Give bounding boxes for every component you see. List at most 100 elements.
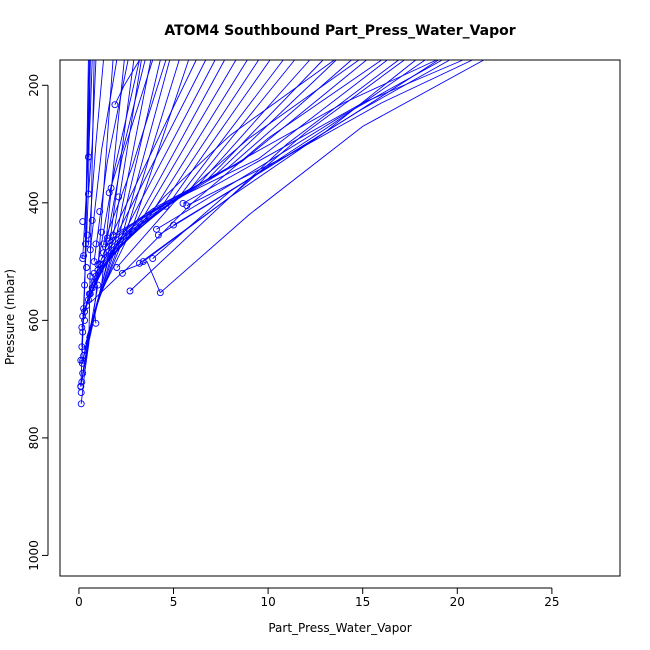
chart-title: ATOM4 Southbound Part_Press_Water_Vapor	[164, 23, 515, 39]
data-point-63	[94, 281, 102, 289]
series-line-37	[82, 59, 91, 259]
series-line-39	[87, 59, 97, 195]
data-point-50	[118, 269, 126, 277]
y-tick-label-600: 600	[27, 309, 41, 332]
y-axis-label: Pressure (mbar)	[3, 269, 17, 365]
series-line-18	[93, 59, 271, 283]
series-line-29	[89, 59, 118, 250]
data-point-54	[82, 240, 89, 248]
series-line-56	[93, 285, 99, 324]
data-point-57	[88, 216, 96, 224]
data-point-25	[81, 281, 89, 289]
data-point-39	[156, 289, 164, 297]
data-point-6	[79, 356, 87, 364]
data-point-24	[109, 231, 117, 239]
data-point-31	[100, 240, 107, 248]
x-tick-label-20: 20	[450, 595, 465, 609]
x-axis-label: Part_Press_Water_Vapor	[268, 621, 411, 635]
data-point-27	[86, 246, 94, 254]
series-line-30	[93, 59, 129, 262]
series-line-23	[103, 59, 337, 254]
series-line-20	[97, 59, 295, 271]
data-point-60	[83, 264, 90, 271]
data-point-52	[92, 319, 100, 327]
series-line-26	[112, 59, 388, 236]
data-point-21	[100, 249, 107, 257]
series-line-40	[108, 59, 146, 193]
series-line-28	[87, 59, 104, 244]
y-tick-label-1000: 1000	[27, 540, 41, 571]
data-point-43	[170, 221, 177, 229]
series-line-48	[158, 59, 439, 236]
data-point-72	[80, 305, 88, 313]
series-lines	[80, 59, 485, 404]
data-point-66	[98, 228, 106, 236]
series-line-32	[106, 59, 154, 239]
data-point-19	[96, 261, 104, 268]
data-point-32	[111, 101, 119, 109]
series-line-22	[101, 59, 324, 259]
data-points	[77, 101, 191, 408]
series-line-55	[112, 59, 335, 256]
data-point-46	[139, 258, 147, 266]
series-line-42	[160, 59, 485, 294]
series-line-10	[86, 59, 190, 339]
x-tick-label-15: 15	[355, 595, 370, 609]
data-point-3	[78, 378, 86, 386]
data-point-62	[90, 269, 98, 277]
plot-frame	[59, 59, 621, 577]
series-line-43	[182, 59, 464, 204]
x-tick-label-10: 10	[260, 595, 275, 609]
data-point-9	[78, 323, 86, 331]
x-tick-label-0: 0	[75, 595, 83, 609]
series-line-31	[97, 59, 140, 265]
data-point-59	[107, 184, 115, 192]
x-tick-label-5: 5	[170, 595, 178, 609]
data-point-41	[183, 202, 191, 210]
data-point-1	[77, 400, 85, 408]
series-line-54	[116, 59, 360, 268]
data-point-48	[149, 255, 157, 263]
series-line-51	[152, 59, 426, 259]
data-point-40	[179, 199, 187, 207]
series-line-52	[129, 59, 399, 292]
y-tick-label-800: 800	[27, 426, 41, 449]
series-line-41	[89, 261, 161, 304]
y-tick-label-400: 400	[27, 191, 41, 214]
data-point-38	[105, 189, 113, 197]
data-point-42	[162, 202, 170, 210]
series-line-45	[165, 59, 437, 207]
data-point-68	[77, 389, 85, 397]
data-point-10	[79, 312, 87, 320]
series-line-47	[156, 59, 443, 230]
y-tick-label-200: 200	[27, 74, 41, 97]
data-point-67	[115, 193, 123, 201]
data-point-58	[96, 208, 104, 216]
data-point-35	[79, 255, 87, 263]
series-line-34	[114, 59, 140, 105]
data-point-30	[103, 234, 111, 242]
series-line-36	[81, 59, 90, 347]
data-point-56	[80, 252, 88, 260]
data-point-49	[126, 287, 134, 295]
data-point-4	[79, 369, 87, 377]
data-point-70	[79, 328, 87, 336]
data-point-69	[77, 356, 85, 364]
x-tick-label-25: 25	[544, 595, 559, 609]
data-point-26	[84, 240, 92, 248]
data-point-47	[136, 259, 143, 267]
data-point-37	[84, 190, 92, 198]
data-point-34	[78, 343, 86, 351]
data-point-64	[85, 290, 93, 298]
data-point-51	[113, 264, 121, 271]
data-point-71	[81, 316, 89, 324]
series-line-21	[99, 59, 311, 265]
data-point-53	[79, 218, 87, 226]
series-line-33	[103, 59, 167, 245]
series-line-12	[82, 59, 207, 317]
data-point-45	[154, 231, 162, 239]
data-point-55	[83, 231, 91, 239]
data-point-65	[92, 240, 100, 248]
